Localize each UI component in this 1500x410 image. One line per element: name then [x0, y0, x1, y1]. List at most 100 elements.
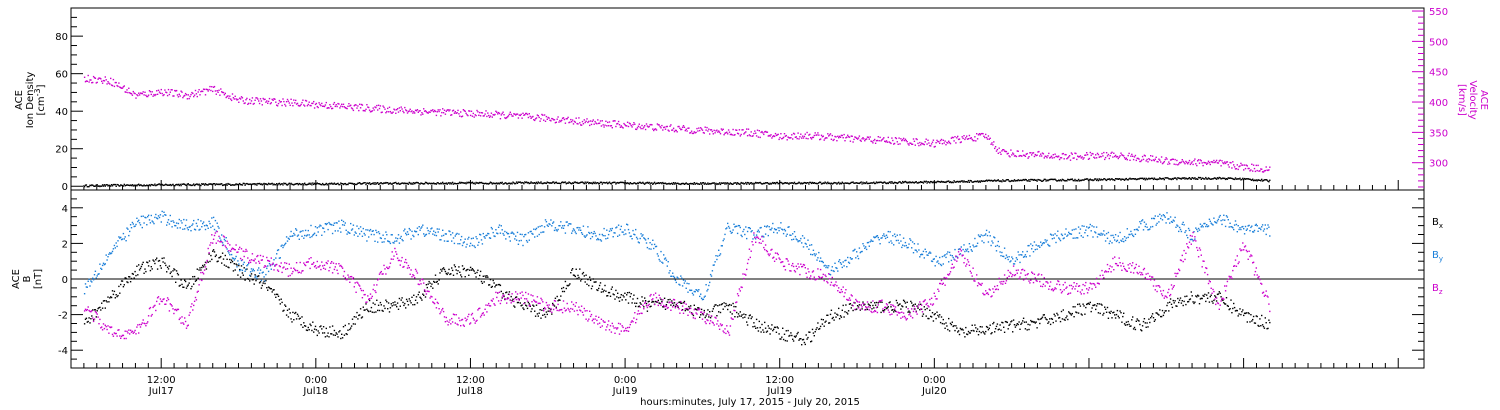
velocity-point	[993, 141, 995, 143]
b-by-point	[496, 232, 498, 234]
b-by-point	[255, 275, 257, 277]
density-point	[702, 182, 705, 184]
b-bx-point	[191, 285, 193, 288]
density-point	[1196, 178, 1198, 180]
velocity-point	[485, 110, 487, 112]
velocity-point	[911, 143, 914, 145]
density-point	[499, 181, 502, 184]
density-point	[528, 182, 530, 185]
b-bx-point	[185, 287, 188, 289]
b-bx-point	[542, 314, 544, 316]
density-point	[1096, 178, 1099, 180]
b-bx-point	[427, 283, 429, 285]
density-point	[1086, 178, 1089, 180]
b-bx-point	[1264, 317, 1266, 319]
density-point	[110, 185, 112, 187]
density-point	[740, 181, 742, 184]
b-bx-point	[115, 294, 117, 296]
b-bx-point	[1267, 327, 1269, 330]
b-by-point	[579, 227, 581, 229]
velocity-point	[914, 144, 916, 146]
b-by-point	[693, 290, 695, 293]
b-bx-point	[244, 279, 246, 281]
b-by-point	[493, 235, 495, 237]
b-bx-point	[771, 324, 773, 326]
b-bx-point	[306, 329, 309, 332]
density-point	[1206, 178, 1208, 180]
b-bx-point	[663, 297, 666, 299]
b-bx-point	[953, 325, 955, 327]
velocity-point	[177, 96, 180, 98]
b-bx-point	[1013, 324, 1016, 326]
b-by-point	[732, 229, 734, 231]
b-bx-point	[1105, 311, 1108, 313]
b-bx-point	[824, 321, 826, 323]
velocity-point	[594, 120, 596, 123]
velocity-point	[864, 140, 866, 142]
b-by-point	[526, 241, 529, 243]
b-bx-point	[753, 322, 755, 324]
velocity-point	[835, 136, 837, 138]
b-bx-point	[325, 327, 327, 330]
velocity-point	[497, 111, 500, 114]
b-by-point	[420, 227, 422, 229]
density-point	[814, 182, 816, 185]
b-by-point	[345, 229, 347, 231]
velocity-point	[263, 98, 265, 101]
density-point	[552, 181, 554, 183]
density-point	[1113, 179, 1115, 181]
velocity-point	[457, 109, 459, 112]
velocity-point	[1197, 160, 1199, 162]
velocity-point	[1052, 154, 1054, 156]
density-point	[460, 182, 462, 184]
density-point	[516, 182, 519, 184]
velocity-point	[1233, 164, 1235, 166]
density-point	[825, 182, 827, 184]
density-point	[129, 184, 132, 186]
velocity-point	[223, 94, 226, 96]
b-by-point	[630, 235, 632, 237]
velocity-point	[417, 111, 419, 113]
density-point	[980, 180, 982, 182]
b-bx-point	[281, 301, 283, 304]
b-bx-point	[792, 338, 794, 340]
b-by-point	[515, 239, 518, 241]
density-point	[1060, 180, 1063, 182]
b-by-point	[110, 253, 112, 255]
velocity-point	[218, 89, 220, 91]
b-bx-point	[399, 305, 401, 307]
velocity-point	[920, 142, 923, 144]
velocity-point	[619, 126, 622, 128]
b-bx-point	[636, 297, 639, 300]
velocity-point	[143, 94, 145, 96]
b-bx-point	[681, 302, 683, 304]
b-by-point	[655, 245, 658, 248]
velocity-point	[658, 124, 660, 126]
b-bx-point	[1228, 308, 1230, 311]
b-bx-point	[1154, 319, 1156, 321]
b-by-point	[489, 237, 492, 239]
b-bx-point	[1066, 315, 1068, 317]
density-point	[171, 184, 173, 186]
b-bx-point	[942, 318, 944, 321]
b-by-point	[912, 252, 915, 254]
velocity-point	[157, 89, 160, 91]
density-point	[170, 184, 172, 187]
b-bx-point	[992, 323, 994, 325]
velocity-point	[1257, 164, 1259, 167]
b-bx-point	[152, 259, 154, 261]
velocity-point	[345, 107, 347, 109]
velocity-point	[535, 117, 538, 119]
velocity-point	[995, 150, 998, 152]
velocity-point	[881, 139, 883, 141]
velocity-point	[1049, 157, 1051, 159]
velocity-point	[125, 91, 127, 93]
b-bx-point	[697, 307, 699, 309]
b-bx-point	[356, 311, 358, 314]
velocity-point	[1219, 159, 1221, 161]
b-by-point	[623, 233, 625, 236]
b-by-point	[414, 231, 417, 233]
density-point	[632, 182, 634, 185]
velocity-point	[1152, 159, 1155, 161]
density-point	[684, 183, 686, 185]
